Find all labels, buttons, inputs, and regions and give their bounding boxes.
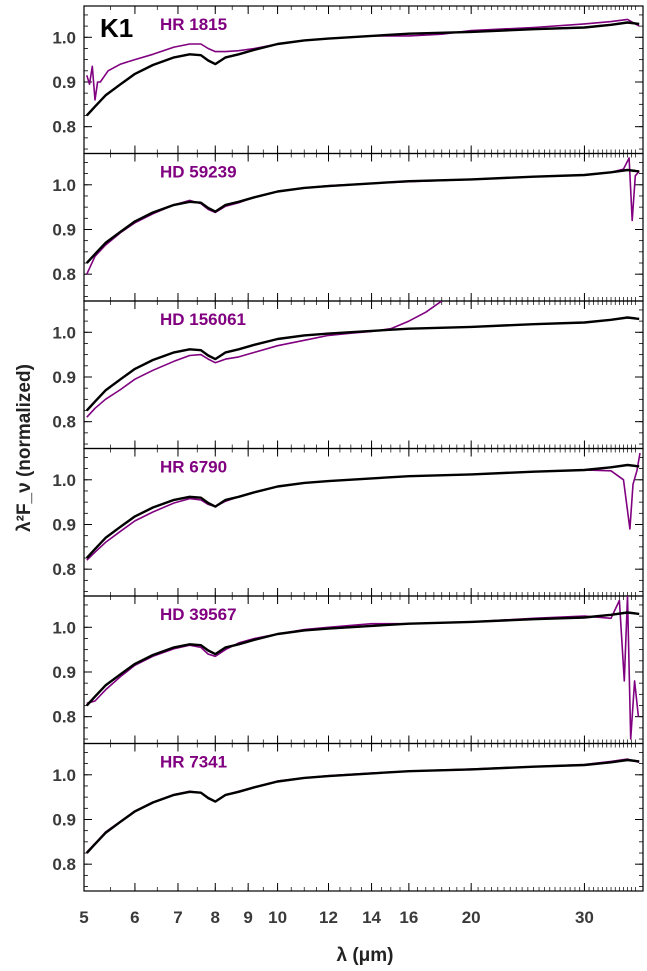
panel: 0.8 0.9 1.0 HD 156061 — [52, 300, 644, 450]
template-spectrum-line — [85, 463, 640, 559]
panel: 0.8 0.9 1.0 HD 39567 — [52, 595, 644, 745]
x-tick-label: 30 — [575, 908, 594, 927]
panel: 0.8 0.9 1.0 HD 59239 — [52, 152, 644, 302]
y-tick-label: 1.0 — [52, 28, 76, 47]
y-tick-label: 0.8 — [52, 265, 76, 284]
y-tick-label: 0.9 — [52, 810, 76, 829]
y-tick-label: 0.8 — [52, 118, 76, 137]
y-tick-label: 1.0 — [52, 176, 76, 195]
star-name-label: HD 59239 — [160, 163, 237, 182]
star-name-label: HD 156061 — [160, 310, 246, 329]
y-tick-label: 0.9 — [52, 663, 76, 682]
x-tick-label: 20 — [462, 908, 481, 927]
template-spectrum-line — [85, 758, 640, 854]
x-tick-label: 9 — [243, 908, 252, 927]
spectral-type-label: K1 — [100, 13, 133, 43]
x-axis-label: λ (μm) — [336, 945, 393, 966]
star-spectrum-line — [86, 18, 640, 101]
star-name-label: HD 39567 — [160, 605, 237, 624]
x-axis: 5 6 7 8 9 10 12 14 16 20 30 — [79, 908, 594, 927]
y-tick-label: 0.9 — [52, 368, 76, 387]
template-spectrum-line — [85, 611, 640, 707]
y-tick-label: 1.0 — [52, 471, 76, 490]
panel: 0.8 0.9 1.0 HR 7341 — [52, 742, 644, 892]
y-tick-label: 0.8 — [52, 560, 76, 579]
y-tick-label: 0.8 — [52, 708, 76, 727]
star-name-label: HR 6790 — [160, 458, 227, 477]
y-tick-label: 0.8 — [52, 413, 76, 432]
x-tick-label: 5 — [79, 908, 88, 927]
x-tick-label: 14 — [362, 908, 381, 927]
panel: 0.8 0.9 1.0 HR 1815 — [52, 5, 644, 155]
star-name-label: HR 7341 — [160, 753, 227, 772]
y-axis-label: λ²F_ν (normalized) — [14, 364, 35, 532]
y-tick-label: 1.0 — [52, 766, 76, 785]
x-tick-label: 6 — [130, 908, 139, 927]
x-tick-label: 7 — [173, 908, 182, 927]
panel: 0.8 0.9 1.0 HR 6790 — [52, 447, 644, 597]
star-spectrum-line — [86, 301, 443, 418]
y-tick-label: 0.9 — [52, 515, 76, 534]
template-spectrum-line — [85, 168, 640, 264]
template-spectrum-line — [85, 316, 640, 412]
template-spectrum-line — [85, 21, 640, 117]
star-name-label: HR 1815 — [160, 15, 227, 34]
x-tick-label: 16 — [399, 908, 418, 927]
x-tick-label: 8 — [211, 908, 220, 927]
y-tick-label: 1.0 — [52, 323, 76, 342]
x-tick-label: 10 — [268, 908, 287, 927]
y-tick-label: 1.0 — [52, 618, 76, 637]
y-tick-label: 0.9 — [52, 220, 76, 239]
y-tick-label: 0.8 — [52, 855, 76, 874]
panels-layer: 0.8 0.9 1.0 HR 1815 0.8 0.9 1.0 HD 59239 0.8 0.9 1… — [52, 5, 644, 892]
y-tick-label: 0.9 — [52, 73, 76, 92]
panel-frame — [83, 742, 644, 892]
x-tick-label: 12 — [319, 908, 338, 927]
